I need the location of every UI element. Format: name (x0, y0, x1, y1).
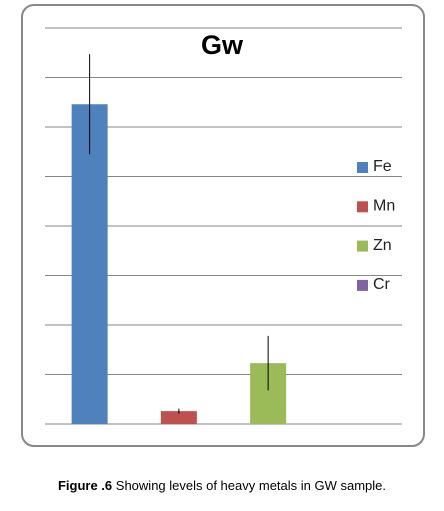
legend-swatch (357, 162, 368, 173)
legend-swatch (357, 240, 368, 252)
caption: Figure .6 Showing levels of heavy metals… (58, 478, 386, 493)
legend-swatch (357, 201, 368, 213)
legend-swatch (357, 279, 368, 291)
legend-label: Cr (373, 276, 391, 293)
chart-title: Gw (201, 30, 244, 60)
bar (71, 104, 108, 424)
legend-label: Fe (373, 158, 392, 175)
legend-label: Mn (373, 198, 395, 215)
caption-text: Showing levels of heavy metals in GW sam… (116, 478, 386, 493)
caption-label: Figure .6 (58, 478, 112, 493)
bar (160, 411, 197, 424)
legend-label: Zn (373, 237, 392, 254)
